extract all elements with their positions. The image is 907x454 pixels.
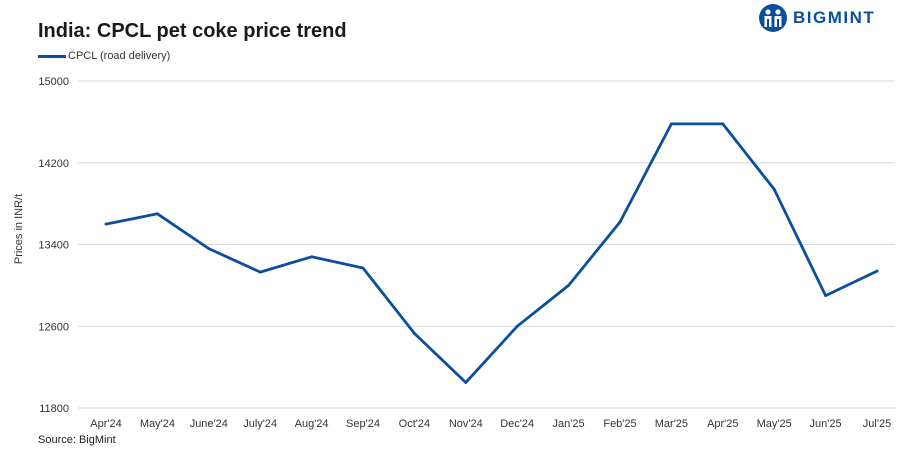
data-point [207,247,211,250]
data-point [258,270,262,274]
x-tick-label: Oct'24 [399,418,430,430]
data-point [310,255,313,259]
x-tick-label: Jun'25 [810,418,842,430]
x-tick-label: Mar'25 [655,418,688,430]
legend: CPCL (road delivery) [38,50,170,62]
data-point [104,222,108,226]
data-point [156,212,159,216]
x-tick-label: May'24 [140,418,175,430]
x-tick-label: Apr'24 [90,418,121,430]
x-tick-label: Sep'24 [346,418,380,430]
y-tick-label: 15000 [38,76,69,88]
bigmint-logo-icon [759,4,787,32]
data-point [567,283,570,287]
legend-label: CPCL (road delivery) [68,50,171,62]
x-tick-label: Dec'24 [500,418,534,430]
data-point [875,269,879,273]
y-tick-label: 14200 [38,158,69,170]
y-axis-title: Prices in INR/t [13,194,25,264]
series-line [104,122,879,384]
brand-name: BIGMINT [793,8,876,27]
y-tick-label: 12600 [38,321,69,333]
chart-title: India: CPCL pet coke price trend [38,20,347,42]
source-note: Source: BigMint [38,434,116,446]
series-layer [104,122,879,384]
legend-swatch [38,54,66,58]
data-point [464,381,468,384]
data-point [361,266,365,270]
brand-logo: BIGMINT [758,3,875,33]
y-tick-label: 13400 [38,240,69,252]
gridlines [78,80,895,409]
x-tick-label: Apr'25 [707,418,738,430]
y-tick-label: 11800 [39,403,69,415]
data-point [618,220,622,224]
data-point [772,187,776,191]
x-tick-label: July'24 [243,418,277,430]
x-tick-label: Nov'24 [449,418,483,430]
data-point [413,332,416,335]
x-tick-label: May'25 [757,418,792,430]
x-tick-label: Jan'25 [553,418,585,430]
data-point [824,294,827,297]
x-tick-label: Aug'24 [295,418,329,430]
data-point [721,122,725,126]
x-axis-ticks: Apr'24 May'24 June'24 July'24 Aug'24 Sep'24 Oc… [90,418,891,430]
data-point [515,324,519,328]
x-tick-label: June'24 [190,418,228,430]
y-axis-ticks: 11800 12600 13400 14200 15000 [38,76,69,415]
x-tick-label: Jul'25 [863,418,891,430]
x-tick-label: Feb'25 [603,418,636,430]
data-point [670,122,673,126]
